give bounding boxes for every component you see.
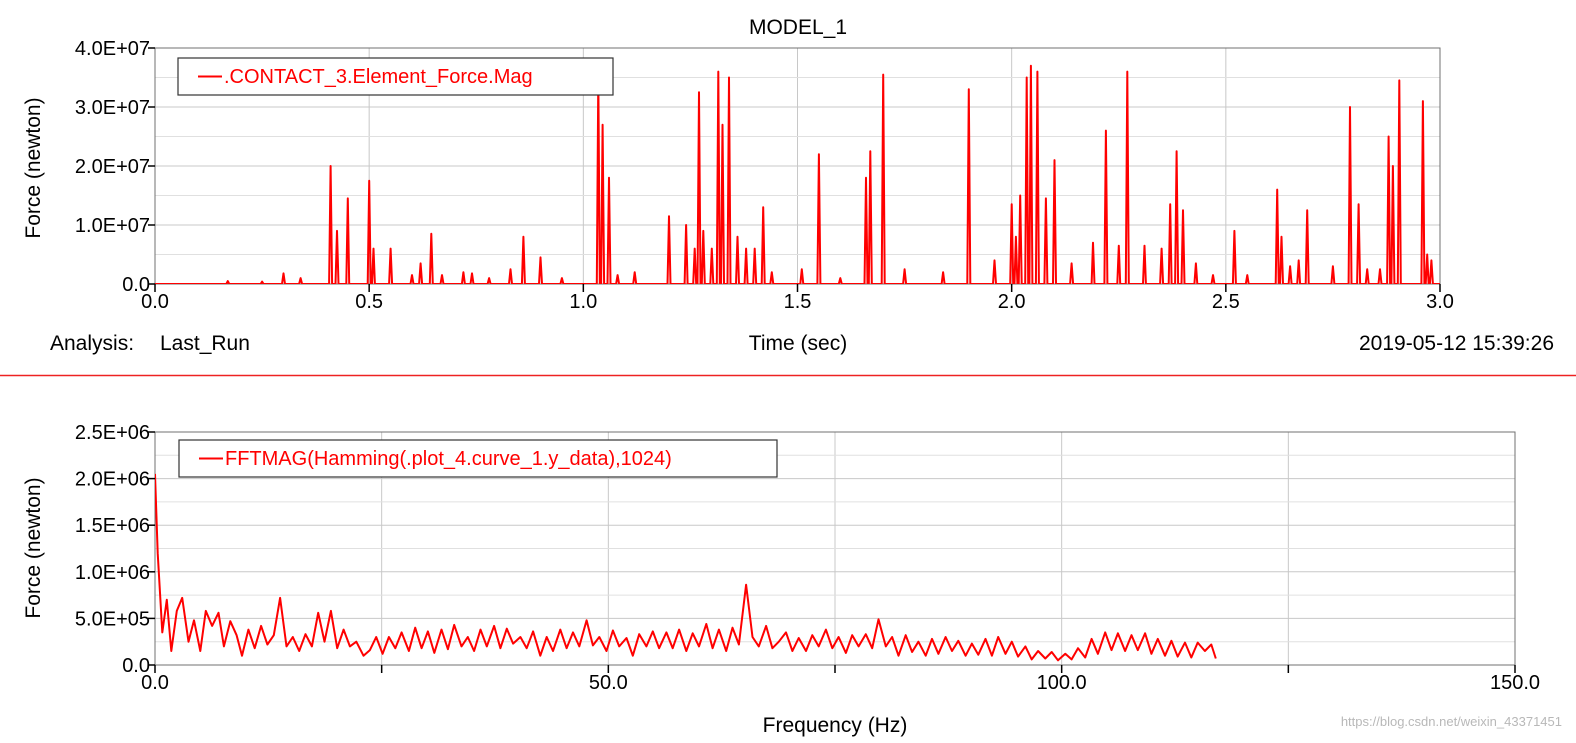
charts-group: 0.0 0.5 1.0 1.5 2.0 2.5 3.0 0.0 1.0E+07 2.0E+07 3.… <box>75 38 1540 694</box>
x-tick-label: 50.0 <box>589 672 628 694</box>
x-tick-label: 0.0 <box>141 672 169 694</box>
top-chart-xlabel: Time (sec) <box>749 332 847 355</box>
y-tick-label: 0.0 <box>122 655 150 677</box>
y-tick-label: 2.5E+06 <box>75 422 150 444</box>
bottom-chart-ylabel: Force (newton) <box>22 477 45 618</box>
analysis-value: Last_Run <box>160 332 250 355</box>
x-tick-label: 150.0 <box>1490 672 1540 694</box>
chart-1-group: 0.0 0.5 1.0 1.5 2.0 2.5 3.0 0.0 1.0E+07 2.0E+07 3.… <box>75 38 1454 313</box>
x-tick-label: 1.0 <box>569 291 597 313</box>
y-tick-label: 0.0 <box>122 274 150 296</box>
y-tick-label: 1.0E+07 <box>75 215 150 237</box>
y-tick-label: 1.5E+06 <box>75 515 150 537</box>
top-chart-title: MODEL_1 <box>749 16 847 39</box>
y-tick-label: 3.0E+07 <box>75 97 150 119</box>
x-tick-label: 100.0 <box>1037 672 1087 694</box>
bottom-chart-xlabel: Frequency (Hz) <box>763 714 908 737</box>
legend-label: FFTMAG(Hamming(.plot_4.curve_1.y_data),1… <box>225 448 672 470</box>
x-tick-label: 1.5 <box>784 291 812 313</box>
y-tick-label: 2.0E+06 <box>75 469 150 491</box>
y-tick-label: 1.0E+06 <box>75 562 150 584</box>
legend-box <box>178 439 778 478</box>
legend: FFTMAG(Hamming(.plot_4.curve_1.y_data),1… <box>178 439 778 478</box>
x-tick-label: 2.0 <box>998 291 1026 313</box>
x-tick-label: 0.5 <box>355 291 383 313</box>
timestamp: 2019-05-12 15:39:26 <box>1359 332 1554 355</box>
legend-label: .CONTACT_3.Element_Force.Mag <box>224 66 533 88</box>
y-tick-label: 4.0E+07 <box>75 38 150 60</box>
series-line <box>155 64 1440 284</box>
top-chart-ylabel: Force (newton) <box>22 97 45 238</box>
chart-2-group: 0.0 50.0 100.0 150.0 0.0 5.0E+05 1.0E+06 1.5E+0… <box>75 422 1540 694</box>
y-tick-label: 5.0E+05 <box>75 608 150 630</box>
series-line <box>155 473 1217 662</box>
x-tick-label: 0.0 <box>141 291 169 313</box>
legend: .CONTACT_3.Element_Force.Mag <box>177 57 614 96</box>
legend-box <box>177 57 614 96</box>
y-tick-label: 2.0E+07 <box>75 156 150 178</box>
analysis-label: Analysis: <box>50 332 134 355</box>
watermark: https://blog.csdn.net/weixin_43371451 <box>1341 714 1562 729</box>
x-tick-label: 3.0 <box>1426 291 1454 313</box>
x-tick-label: 2.5 <box>1212 291 1240 313</box>
